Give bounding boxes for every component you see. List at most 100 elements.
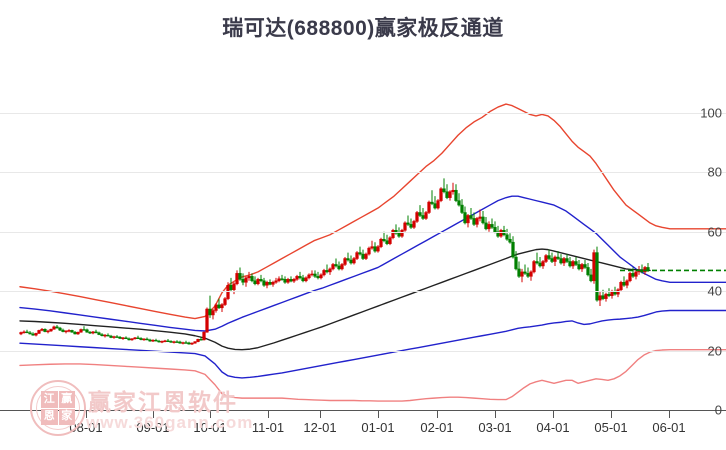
candle-body — [337, 265, 341, 270]
candle-body — [388, 237, 392, 244]
candle-body — [76, 331, 80, 335]
candle-body — [238, 273, 242, 280]
x-axis-tick — [320, 410, 321, 418]
candle-body — [73, 331, 77, 335]
candle-body — [622, 282, 626, 286]
candle-body — [595, 252, 599, 301]
candle-body — [31, 333, 35, 336]
candle-body — [586, 267, 590, 276]
candle-body — [340, 264, 344, 270]
candle-body — [112, 336, 116, 338]
candle-body — [475, 218, 479, 225]
candle-body — [148, 339, 152, 342]
candle-body — [457, 200, 461, 206]
x-axis-tick — [86, 410, 87, 418]
candle-body — [373, 246, 377, 252]
candle-body — [328, 268, 332, 273]
candle-body — [544, 255, 548, 262]
candle-body — [607, 293, 611, 296]
x-axis-label: 09-01 — [136, 420, 170, 435]
candle-body — [61, 329, 65, 332]
candle-body — [118, 336, 122, 339]
candle-body — [523, 271, 527, 274]
candle-body — [331, 264, 335, 270]
candle-body — [472, 218, 476, 225]
candle-body — [325, 270, 329, 273]
candle-body — [418, 212, 422, 216]
candle-body — [433, 203, 437, 209]
candle-body — [517, 268, 521, 277]
candle-body — [151, 339, 155, 342]
y-axis-label: 100 — [700, 105, 722, 121]
candle-body — [175, 341, 179, 343]
candle-body — [79, 329, 83, 333]
candle-body — [244, 277, 248, 283]
gridline — [0, 350, 726, 352]
candle-body — [100, 334, 104, 336]
candle-body — [415, 212, 419, 222]
candle-body — [421, 215, 425, 219]
candle-body — [271, 282, 275, 285]
candle-body — [25, 331, 29, 334]
candle-body — [274, 280, 278, 283]
candle-body — [361, 253, 365, 259]
candle-body — [139, 338, 143, 340]
candle-body — [439, 188, 443, 201]
candle-body — [199, 339, 203, 341]
candlestick-group — [19, 178, 650, 345]
candle-body — [553, 256, 557, 262]
candle-body — [583, 264, 587, 268]
candle-body — [514, 256, 518, 270]
candle-body — [535, 261, 539, 264]
candle-body — [448, 191, 452, 198]
candle-body — [52, 326, 56, 330]
gridline — [0, 231, 726, 233]
candle-body — [115, 336, 119, 338]
candle-body — [286, 279, 290, 283]
candle-body — [82, 329, 86, 331]
candle-body — [157, 340, 161, 343]
candle-body — [277, 278, 281, 282]
candle-body — [220, 304, 224, 309]
candle-body — [19, 332, 23, 335]
candle-body — [127, 338, 131, 341]
band-line — [19, 195, 726, 332]
candle-body — [298, 276, 302, 279]
candle-body — [301, 277, 305, 282]
candle-body — [625, 280, 629, 286]
candle-body — [526, 273, 530, 277]
candle-body — [40, 328, 44, 331]
candle-body — [445, 191, 449, 198]
candle-body — [571, 261, 575, 267]
candle-body — [34, 333, 38, 336]
candle-body — [49, 328, 53, 332]
price-series-svg — [19, 103, 726, 402]
candle-body — [478, 216, 482, 219]
candle-body — [133, 337, 137, 339]
candle-body — [235, 273, 239, 285]
candle-body — [103, 334, 107, 337]
x-axis-tick — [378, 410, 379, 418]
x-axis-label: 04-01 — [536, 420, 570, 435]
candle-body — [598, 295, 602, 301]
candle-body — [334, 264, 338, 267]
candle-body — [370, 246, 374, 249]
candle-body — [556, 256, 560, 259]
candle-body — [565, 258, 569, 262]
candle-body — [253, 280, 257, 285]
candle-body — [559, 258, 563, 264]
candle-body — [247, 276, 251, 279]
candle-body — [124, 337, 128, 339]
x-axis-tick — [210, 410, 211, 418]
candle-body — [55, 326, 59, 329]
candle-body — [58, 327, 62, 331]
candle-body — [94, 331, 98, 334]
candle-body — [211, 310, 215, 316]
candle-body — [568, 261, 572, 267]
candle-body — [349, 259, 353, 264]
candle-body — [70, 330, 74, 333]
band-line — [19, 349, 726, 402]
candle-body — [289, 279, 293, 282]
candle-body — [346, 258, 350, 261]
candle-body — [550, 258, 554, 262]
